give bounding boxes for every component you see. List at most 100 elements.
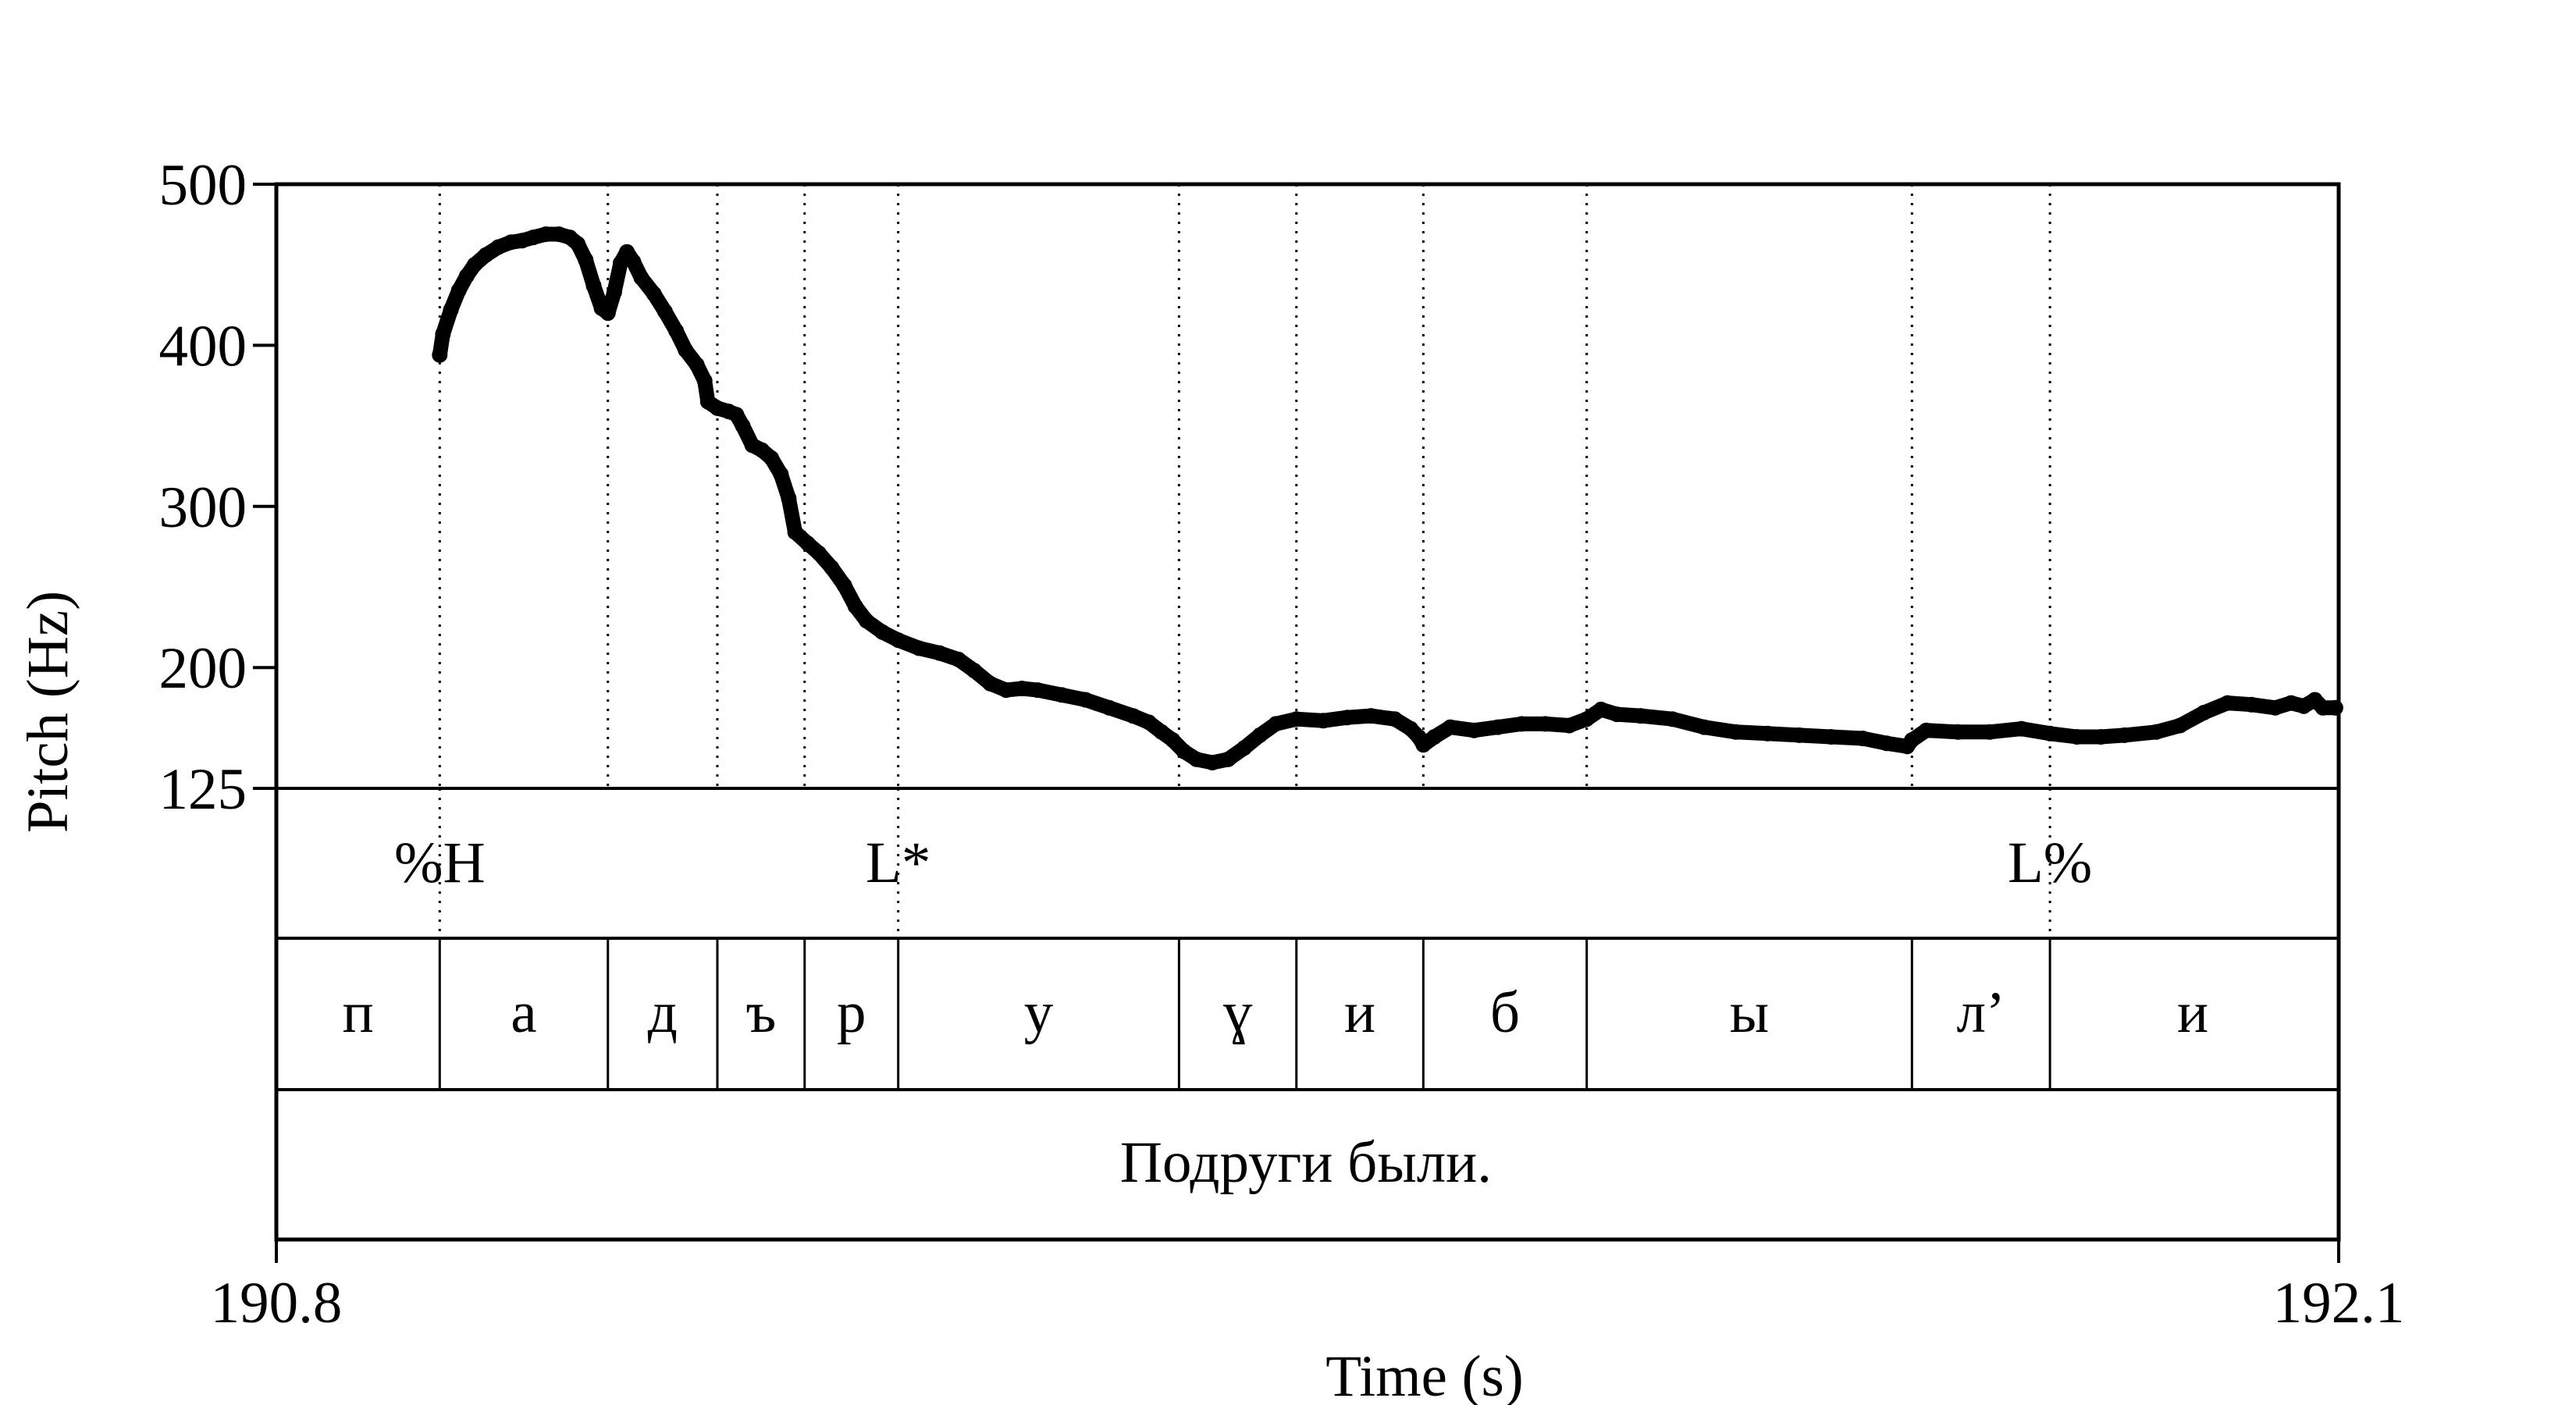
pitch-point [1632, 708, 1649, 724]
pitch-line [432, 226, 2343, 770]
x-tick-label: 190.8 [211, 1271, 343, 1336]
chart-frame [274, 182, 2341, 1242]
pitch-point [1339, 710, 1355, 726]
pitch-point [824, 560, 840, 576]
pitch-point [1315, 713, 1332, 729]
tone-tier: %H L* L% [394, 788, 2092, 938]
pitch-point [432, 347, 448, 363]
pitch-point [982, 675, 998, 692]
tone-label: %H [394, 831, 486, 895]
segment-label: у [1024, 980, 1054, 1045]
pitch-point [688, 357, 705, 373]
segment-label: д [648, 980, 678, 1045]
pitch-point [1077, 692, 1094, 708]
pitch-point [811, 545, 827, 561]
pitch-point [1855, 731, 1871, 746]
pitch-point [600, 305, 616, 322]
pitch-point [2196, 705, 2212, 720]
pitch-point [1950, 724, 1966, 740]
pitch-point [1918, 722, 1934, 738]
pitch-point [781, 490, 797, 507]
y-tick-label: 500 [159, 153, 247, 218]
pitch-point [1154, 724, 1169, 740]
boundary-gridlines [438, 184, 2051, 788]
pitch-point [998, 682, 1014, 699]
outer-frame [274, 182, 2341, 1242]
pitch-point [1981, 724, 1998, 740]
segment-label: ɣ [1223, 980, 1253, 1045]
pitch-point [1664, 711, 1681, 727]
pitch-point [2069, 729, 2085, 745]
pitch-point [668, 322, 685, 339]
segment-label: п [343, 980, 374, 1045]
pitch-point [458, 268, 475, 284]
pitch-point [538, 226, 554, 242]
x-tick-label: 192.1 [2273, 1271, 2405, 1336]
y-tick-label: 300 [159, 475, 247, 540]
pitch-point [911, 640, 927, 656]
pitch-point [656, 304, 673, 320]
pitch-point [606, 284, 622, 301]
pitch-point [1561, 717, 1578, 734]
pitch-point [1140, 714, 1157, 731]
pitch-point [467, 257, 482, 273]
pitch-point [1252, 727, 1268, 743]
pitch-point [2172, 717, 2188, 734]
pitch-point [578, 252, 594, 268]
pitch-point [966, 663, 983, 679]
x-axis-ticks: 190.8 192.1 [211, 1240, 2405, 1336]
pitch-point [2219, 695, 2236, 711]
pitch-point [1268, 716, 1284, 732]
pitch-point [2327, 699, 2343, 716]
pitch-point [1609, 706, 1625, 723]
pitch-point [1125, 708, 1141, 724]
y-axis-title: Pitch (Hz) [16, 591, 80, 833]
segment-label: б [1490, 980, 1520, 1045]
pitch-point [1236, 740, 1252, 756]
pitch-point [763, 450, 780, 466]
pitch-point [1426, 729, 1443, 745]
pitch-point [646, 286, 662, 302]
pitch-point [1386, 711, 1403, 727]
pitch-point [890, 632, 906, 649]
pitch-point [1014, 681, 1030, 696]
segment-tier: п а д ъ р у ɣ и б ы л’ и [343, 938, 2208, 1090]
x-axis-title: Time (s) [1325, 1344, 1524, 1405]
pitch-point [443, 302, 459, 318]
pitch-point [1188, 751, 1204, 767]
pitch-point [2013, 720, 2030, 737]
segment-label: и [2177, 980, 2208, 1045]
pitch-point [735, 418, 751, 434]
pitch-point [1176, 743, 1192, 759]
pitch-point [1363, 708, 1379, 724]
pitch-point [1220, 751, 1236, 767]
pitch-point [2042, 725, 2058, 742]
pitch-point [1415, 737, 1432, 753]
segment-label: ы [1730, 980, 1769, 1045]
tone-label: L% [2008, 831, 2092, 895]
pitch-point [435, 326, 451, 342]
pitch-point [1878, 735, 1895, 752]
pitch-point [525, 229, 542, 246]
y-tick-label: 200 [159, 636, 247, 701]
pitch-point [1489, 719, 1506, 735]
pitch-point [1514, 716, 1530, 732]
pitch-point [1466, 722, 1482, 738]
pitch-point [2093, 729, 2109, 745]
segment-label: ъ [745, 980, 776, 1045]
segment-label: р [837, 980, 866, 1045]
pitch-point [450, 283, 467, 299]
pitch-point [2283, 695, 2299, 711]
y-tick-label: 400 [159, 314, 247, 379]
pitch-point [773, 466, 789, 482]
pitch-point [1030, 682, 1046, 699]
pitch-point [1823, 729, 1839, 745]
segment-label: а [511, 980, 536, 1045]
pitch-point [2267, 699, 2283, 716]
pitch-point [799, 535, 816, 552]
pitch-point [2243, 696, 2260, 713]
pitch-point [874, 624, 891, 640]
pitch-point [1165, 732, 1181, 749]
pitch-point [696, 372, 713, 389]
